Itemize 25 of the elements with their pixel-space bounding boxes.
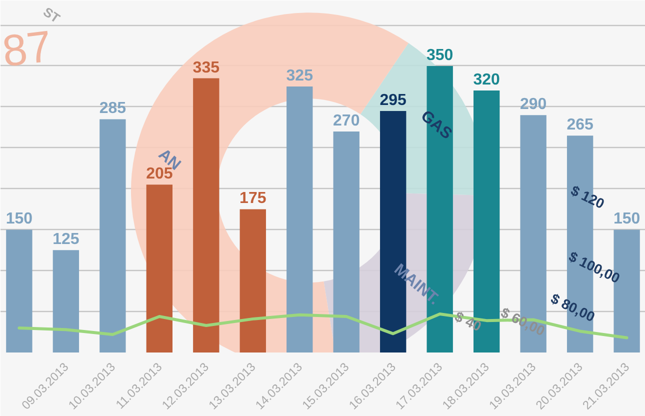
data-label: 265 [566, 116, 594, 134]
data-label: 335 [192, 59, 220, 76]
data-label: 295 [380, 92, 407, 110]
data-label: 325 [286, 67, 314, 84]
bar [286, 86, 313, 352]
data-label: 150 [613, 210, 640, 228]
annotation: $ 120 [568, 182, 608, 212]
data-label: 290 [520, 96, 547, 114]
data-label: 150 [6, 210, 33, 228]
bar [52, 250, 80, 352]
data-label: 175 [240, 190, 266, 208]
bar [333, 131, 360, 352]
data-label: 270 [333, 112, 360, 130]
data-label: 125 [52, 231, 80, 248]
bar [193, 78, 220, 352]
data-label: 350 [426, 46, 454, 64]
data-label: 285 [99, 100, 126, 118]
data-label: 320 [473, 72, 500, 89]
bar [100, 119, 126, 352]
annotation: $ 40 [452, 308, 484, 334]
bar [6, 230, 32, 352]
bar [146, 184, 172, 352]
bar [240, 209, 266, 352]
annotation: $ 60,00 [498, 304, 548, 339]
annotation: $ 80,00 [548, 290, 598, 325]
